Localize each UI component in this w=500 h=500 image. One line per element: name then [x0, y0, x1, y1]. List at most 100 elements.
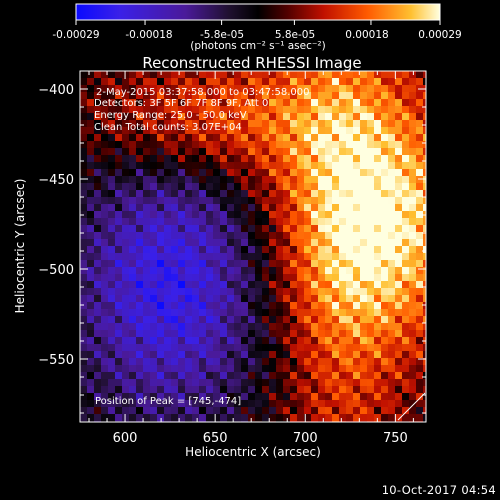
heatmap-cell: [409, 295, 417, 303]
heatmap-cell: [185, 113, 193, 121]
heatmap-cell: [213, 78, 221, 86]
heatmap-cell: [290, 379, 298, 387]
heatmap-cell: [381, 302, 389, 310]
heatmap-cell: [353, 106, 361, 114]
heatmap-cell: [325, 141, 333, 149]
heatmap-cell: [143, 414, 151, 422]
heatmap-cell: [241, 225, 249, 233]
heatmap-cell: [381, 379, 389, 387]
heatmap-cell: [248, 141, 256, 149]
heatmap-cell: [206, 309, 214, 317]
heatmap-cell: [234, 407, 242, 415]
heatmap-cell: [171, 337, 179, 345]
heatmap-cell: [171, 351, 179, 359]
heatmap-cell: [262, 260, 270, 268]
heatmap-cell: [178, 225, 186, 233]
heatmap-cell: [171, 379, 179, 387]
heatmap-cell: [416, 113, 424, 121]
annotation-time-range: 2-May-2015 03:37:58.000 to 03:47:58.000: [96, 87, 310, 98]
heatmap-cell: [150, 85, 158, 93]
heatmap-cell: [234, 162, 242, 170]
heatmap-cell: [164, 78, 172, 86]
heatmap-cell: [423, 218, 426, 226]
heatmap-cell: [381, 337, 389, 345]
heatmap-cell: [199, 85, 207, 93]
heatmap-cell: [388, 337, 396, 345]
heatmap-cell: [80, 253, 88, 261]
heatmap-cell: [255, 365, 263, 373]
heatmap-cell: [409, 407, 417, 415]
heatmap-cell: [213, 155, 221, 163]
heatmap-cell: [262, 85, 270, 93]
heatmap-cell: [94, 197, 102, 205]
heatmap-cell: [234, 281, 242, 289]
heatmap-cell: [416, 344, 424, 352]
heatmap-cell: [311, 127, 319, 135]
heatmap-cell: [108, 372, 116, 380]
heatmap-cell: [178, 71, 186, 79]
heatmap-cell: [248, 239, 256, 247]
heatmap-cell: [101, 183, 109, 191]
heatmap-cell: [269, 316, 277, 324]
heatmap-cell: [143, 85, 151, 93]
heatmap-cell: [381, 113, 389, 121]
heatmap-cell: [423, 113, 426, 121]
heatmap-cell: [136, 393, 144, 401]
heatmap-cell: [94, 379, 102, 387]
heatmap-cell: [248, 372, 256, 380]
heatmap-cell: [206, 218, 214, 226]
heatmap-cell: [241, 155, 249, 163]
heatmap-cell: [101, 92, 109, 100]
heatmap-cell: [241, 260, 249, 268]
heatmap-cell: [108, 99, 116, 107]
heatmap-cell: [80, 71, 88, 79]
heatmap-cell: [388, 386, 396, 394]
heatmap-cell: [416, 106, 424, 114]
heatmap-cell: [150, 176, 158, 184]
heatmap-cell: [297, 372, 305, 380]
heatmap-cell: [269, 78, 277, 86]
heatmap-cell: [409, 204, 417, 212]
heatmap-cell: [80, 92, 88, 100]
heatmap-cell: [94, 141, 102, 149]
heatmap-cell: [416, 330, 424, 338]
heatmap-cell: [353, 407, 361, 415]
heatmap-cell: [171, 393, 179, 401]
heatmap-cell: [318, 134, 326, 142]
heatmap-cell: [409, 141, 417, 149]
heatmap-cell: [234, 134, 242, 142]
heatmap-cell: [297, 365, 305, 373]
heatmap-cell: [101, 414, 109, 422]
heatmap-cell: [87, 197, 95, 205]
heatmap-cell: [213, 113, 221, 121]
heatmap-cell: [388, 309, 396, 317]
heatmap-cell: [388, 344, 396, 352]
heatmap-cell: [339, 351, 347, 359]
heatmap-cell: [185, 365, 193, 373]
heatmap-cell: [94, 316, 102, 324]
heatmap-cell: [192, 211, 200, 219]
heatmap-cell: [150, 169, 158, 177]
heatmap-cell: [192, 176, 200, 184]
heatmap-cell: [367, 372, 375, 380]
heatmap-cell: [290, 386, 298, 394]
heatmap-cell: [213, 393, 221, 401]
heatmap-cell: [129, 316, 137, 324]
heatmap-cell: [388, 302, 396, 310]
heatmap-cell: [255, 295, 263, 303]
heatmap-cell: [367, 232, 375, 240]
heatmap-cell: [318, 309, 326, 317]
heatmap-cell: [367, 120, 375, 128]
heatmap-cell: [199, 260, 207, 268]
heatmap-cell: [304, 162, 312, 170]
heatmap-cell: [87, 274, 95, 282]
heatmap-cell: [206, 302, 214, 310]
heatmap-cell: [325, 267, 333, 275]
heatmap-cell: [171, 78, 179, 86]
heatmap-cell: [185, 414, 193, 422]
heatmap-cell: [311, 99, 319, 107]
heatmap-cell: [157, 351, 165, 359]
heatmap-cell: [416, 246, 424, 254]
heatmap-cell: [325, 155, 333, 163]
heatmap-cell: [234, 155, 242, 163]
